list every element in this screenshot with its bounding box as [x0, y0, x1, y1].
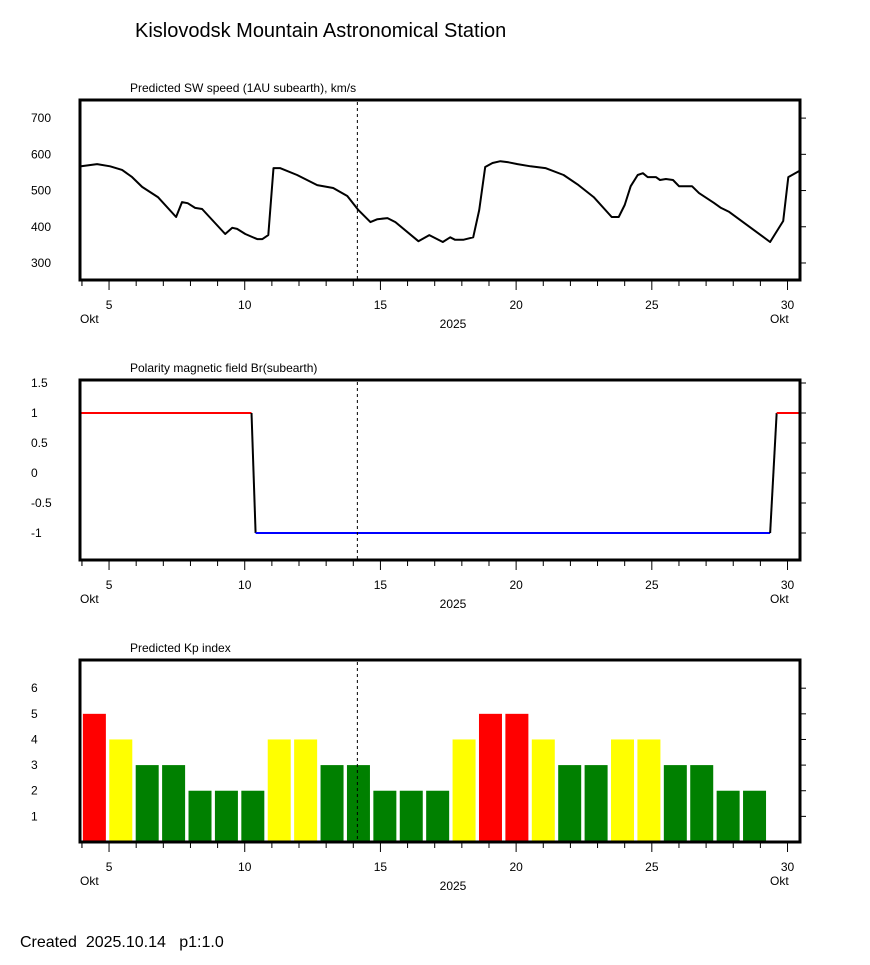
- plot-frame: [78, 98, 802, 282]
- x-tick-label: 15: [374, 298, 388, 312]
- kp-bar: [531, 739, 555, 842]
- x-tick-label: 30: [781, 578, 795, 592]
- kp-bar: [109, 739, 133, 842]
- kp-bar: [637, 739, 661, 842]
- kp-bar: [320, 765, 344, 842]
- x-month-label-left: Okt: [80, 312, 99, 326]
- x-tick-label: 5: [106, 298, 113, 312]
- x-tick-label: 25: [645, 860, 659, 874]
- x-tick-label: 15: [374, 578, 388, 592]
- x-tick-label: 30: [781, 860, 795, 874]
- kp-bar: [241, 790, 265, 842]
- y-tick-label: 1.5: [31, 376, 48, 390]
- y-tick-label: 0: [31, 466, 38, 480]
- chart-2: Polarity magnetic field Br(subearth) 1.5 1…: [31, 361, 806, 611]
- chart-1: Predicted SW speed (1AU subearth), km/s 3…: [31, 81, 806, 331]
- kp-bar: [399, 790, 423, 842]
- kp-bar: [478, 713, 502, 842]
- x-tick-label: 25: [645, 578, 659, 592]
- x-tick-label: 25: [645, 298, 659, 312]
- kp-bar: [452, 739, 476, 842]
- kp-bar: [690, 765, 714, 842]
- x-month-label-right: Okt: [770, 312, 789, 326]
- created-date: 2025.10.14: [85, 934, 166, 951]
- kp-bar: [584, 765, 608, 842]
- y-tick-label: 1: [31, 406, 38, 420]
- kp-bar: [743, 790, 767, 842]
- x-tick-label: 10: [238, 578, 252, 592]
- plot-frame: [78, 378, 802, 562]
- y-tick-label: 6: [31, 681, 38, 695]
- x-year-label: 2025: [440, 597, 467, 611]
- created-label: Created: [20, 934, 77, 951]
- y-tick-label: 5: [31, 707, 38, 721]
- kp-bar: [82, 713, 106, 842]
- y-tick-label: 500: [31, 184, 51, 198]
- chart-title: Predicted Kp index: [130, 641, 231, 655]
- kp-bar: [188, 790, 212, 842]
- x-month-label-left: Okt: [80, 592, 99, 606]
- kp-bar: [294, 739, 318, 842]
- sw-speed-line: [80, 160, 800, 243]
- x-tick-label: 20: [509, 860, 523, 874]
- kp-bar: [558, 765, 582, 842]
- x-tick-label: 5: [106, 578, 113, 592]
- x-year-label: 2025: [440, 317, 467, 331]
- y-tick-label: 400: [31, 220, 51, 234]
- chart-title: Polarity magnetic field Br(subearth): [130, 361, 317, 375]
- x-tick-label: 5: [106, 860, 113, 874]
- y-tick-label: 0.5: [31, 436, 48, 450]
- x-year-label: 2025: [440, 879, 467, 893]
- page-number: p1:1.0: [179, 934, 224, 951]
- y-tick-label: 700: [31, 111, 51, 125]
- x-tick-label: 10: [238, 298, 252, 312]
- kp-bar: [214, 790, 238, 842]
- kp-bar: [346, 765, 370, 842]
- y-tick-label: -0.5: [31, 496, 52, 510]
- y-tick-label: 1: [31, 809, 38, 823]
- kp-bar: [135, 765, 159, 842]
- kp-bar: [505, 713, 529, 842]
- y-tick-label: 600: [31, 147, 51, 161]
- kp-bar: [663, 765, 687, 842]
- x-month-label-right: Okt: [770, 592, 789, 606]
- kp-bar: [162, 765, 186, 842]
- kp-bar: [373, 790, 397, 842]
- y-tick-label: 3: [31, 758, 38, 772]
- x-tick-label: 15: [374, 860, 388, 874]
- y-tick-label: 2: [31, 784, 38, 798]
- x-month-label-right: Okt: [770, 874, 789, 888]
- polarity-segment: [769, 412, 778, 534]
- x-tick-label: 20: [509, 298, 523, 312]
- x-tick-label: 10: [238, 860, 252, 874]
- x-tick-label: 30: [781, 298, 795, 312]
- x-month-label-left: Okt: [80, 874, 99, 888]
- polarity-segment: [250, 412, 257, 534]
- chart-title: Predicted SW speed (1AU subearth), km/s: [130, 81, 356, 95]
- x-tick-label: 20: [509, 578, 523, 592]
- kp-bar: [267, 739, 291, 842]
- footer: Created 2025.10.14 p1:1.0: [20, 934, 224, 952]
- page-title: Kislovodsk Mountain Astronomical Station: [135, 20, 507, 42]
- y-tick-label: 4: [31, 732, 38, 746]
- y-tick-label: 300: [31, 256, 51, 270]
- kp-bar: [716, 790, 740, 842]
- kp-bar: [611, 739, 635, 842]
- plot-frame: [78, 658, 802, 844]
- y-tick-label: -1: [31, 526, 42, 540]
- kp-bar: [426, 790, 450, 842]
